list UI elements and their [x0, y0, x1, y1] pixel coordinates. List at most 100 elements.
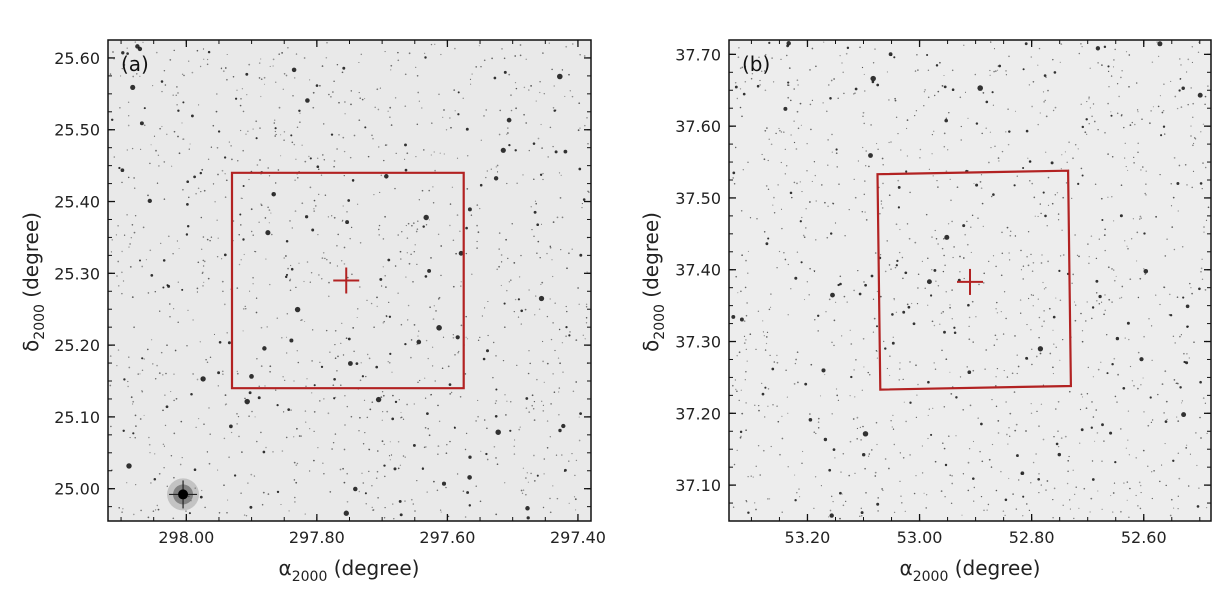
- star: [972, 341, 974, 343]
- star: [835, 148, 838, 151]
- star: [530, 206, 532, 208]
- star: [951, 69, 954, 72]
- star: [345, 337, 348, 340]
- star: [218, 512, 221, 514]
- star: [454, 110, 456, 112]
- star: [476, 204, 479, 206]
- star: [495, 457, 497, 459]
- star: [859, 426, 862, 429]
- star: [536, 378, 538, 381]
- star: [923, 91, 926, 93]
- star: [927, 96, 930, 99]
- x-tick-label: 52.80: [1009, 528, 1055, 547]
- star: [968, 316, 971, 319]
- star: [930, 294, 933, 297]
- panel-a-tag: (a): [121, 52, 149, 76]
- star: [1139, 218, 1141, 220]
- star: [138, 259, 142, 262]
- star: [370, 302, 373, 305]
- star: [793, 141, 796, 144]
- star: [177, 321, 179, 324]
- star: [312, 329, 314, 331]
- star: [308, 155, 310, 158]
- star: [530, 85, 532, 87]
- star: [1124, 337, 1126, 339]
- star: [344, 101, 346, 103]
- star: [1104, 228, 1106, 231]
- star: [501, 48, 503, 50]
- star: [443, 153, 445, 155]
- star: [738, 47, 740, 49]
- star: [162, 286, 165, 289]
- star: [793, 88, 795, 90]
- star: [1066, 161, 1068, 164]
- star: [803, 236, 806, 238]
- star: [802, 234, 805, 237]
- star: [319, 361, 321, 363]
- star: [325, 329, 328, 332]
- star: [586, 271, 588, 273]
- star: [447, 515, 450, 518]
- star: [528, 411, 531, 413]
- star: [242, 184, 245, 188]
- star: [113, 156, 116, 158]
- star: [384, 506, 386, 509]
- star: [1186, 184, 1188, 186]
- star: [1121, 285, 1124, 288]
- star: [845, 52, 848, 55]
- star: [542, 360, 544, 363]
- star: [754, 502, 756, 504]
- star: [988, 161, 990, 164]
- star: [207, 50, 211, 54]
- star: [880, 203, 883, 205]
- star: [1022, 166, 1025, 170]
- star: [981, 202, 984, 205]
- star: [1006, 376, 1009, 378]
- star: [155, 51, 158, 54]
- star: [401, 231, 403, 233]
- star: [869, 374, 871, 376]
- star: [493, 445, 496, 448]
- star: [139, 121, 144, 126]
- star: [369, 408, 372, 411]
- star: [384, 174, 389, 179]
- star: [778, 250, 781, 253]
- star: [749, 217, 752, 219]
- star: [806, 170, 808, 172]
- star: [358, 119, 361, 122]
- star: [849, 440, 852, 443]
- star: [1086, 301, 1088, 303]
- star: [133, 231, 136, 234]
- star: [203, 189, 206, 192]
- star: [763, 335, 765, 337]
- star: [1131, 380, 1134, 382]
- star: [817, 417, 820, 420]
- star: [1001, 231, 1003, 234]
- star: [360, 362, 362, 364]
- star: [992, 193, 995, 196]
- star: [770, 293, 772, 295]
- star: [245, 308, 247, 310]
- star: [332, 441, 335, 444]
- star: [342, 66, 346, 70]
- star: [1000, 274, 1003, 277]
- star: [293, 380, 295, 382]
- star: [1054, 194, 1056, 196]
- star: [1031, 105, 1033, 108]
- star: [967, 303, 970, 307]
- star: [779, 453, 781, 456]
- star: [449, 203, 452, 205]
- star: [196, 378, 199, 381]
- star: [457, 352, 459, 354]
- star: [177, 281, 179, 283]
- star: [1045, 151, 1047, 153]
- star: [1190, 125, 1192, 127]
- star: [764, 53, 767, 56]
- star: [747, 511, 750, 514]
- star: [1062, 254, 1065, 256]
- star: [1160, 134, 1163, 137]
- star: [890, 141, 892, 143]
- star: [967, 370, 972, 375]
- star: [244, 397, 246, 400]
- star: [745, 348, 747, 351]
